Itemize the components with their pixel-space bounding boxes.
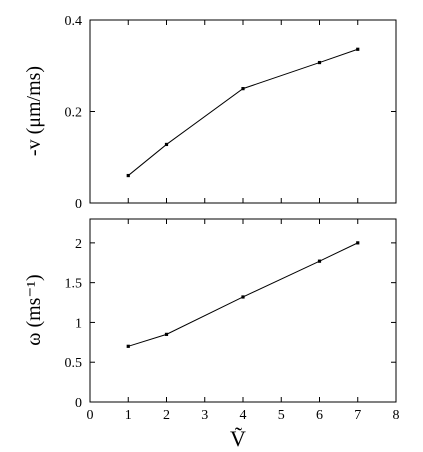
- bottom-ytick-label: 0.5: [65, 356, 83, 371]
- top-plot-frame: [89, 19, 397, 204]
- top-series-line: [127, 48, 358, 176]
- bottom-series: [126, 241, 360, 348]
- bottom-data-point: [164, 332, 169, 336]
- bottom-xtick-label: 3: [201, 408, 208, 423]
- x-axis-label: Ṽ: [230, 426, 246, 451]
- top-y-axis-label: -v (μm/ms): [23, 66, 45, 156]
- bottom-xtick-label: 2: [163, 408, 170, 423]
- top-data-point: [164, 142, 169, 147]
- bottom-data-point: [241, 295, 245, 299]
- top-axis-ticks: 0 0.2 0.4: [65, 14, 397, 212]
- bottom-ytick-label: 0: [75, 396, 82, 411]
- bottom-y-axis-label: ω (ms⁻¹): [23, 274, 45, 345]
- top-data-point: [317, 60, 322, 65]
- bottom-xtick-label: 1: [125, 408, 132, 423]
- bottom-panel: 0 1 2 3 4 5 6 7 8 0 0.5 1 1.5 2 ω (ms⁻¹) Ṽ: [23, 218, 400, 451]
- bottom-ytick-label: 2: [75, 237, 82, 252]
- bottom-series-line: [128, 242, 358, 347]
- top-ytick-label: 0: [75, 197, 82, 212]
- bottom-ytick-label: 1: [75, 316, 82, 331]
- bottom-xtick-label: 0: [87, 408, 94, 423]
- top-series: [126, 47, 360, 178]
- top-panel: 0 0.2 0.4 -v (μm/ms): [23, 14, 397, 212]
- top-data-point: [356, 47, 360, 51]
- top-data-point: [126, 173, 130, 178]
- bottom-xtick-label: 5: [278, 408, 285, 423]
- bottom-xtick-label: 7: [354, 408, 361, 423]
- bottom-data-point: [317, 259, 322, 263]
- bottom-xtick-label: 8: [393, 408, 400, 423]
- bottom-data-point: [126, 344, 130, 348]
- top-data-point: [241, 87, 245, 91]
- bottom-data-point: [356, 241, 360, 245]
- bottom-ytick-label: 1.5: [65, 277, 83, 292]
- bottom-xtick-label: 6: [316, 408, 323, 423]
- bottom-xtick-label: 4: [240, 408, 247, 423]
- top-ytick-label: 0.2: [65, 106, 83, 121]
- bottom-axis-ticks: 0 1 2 3 4 5 6 7 8 0 0.5 1 1.5 2: [65, 219, 400, 423]
- top-ytick-label: 0.4: [65, 14, 83, 29]
